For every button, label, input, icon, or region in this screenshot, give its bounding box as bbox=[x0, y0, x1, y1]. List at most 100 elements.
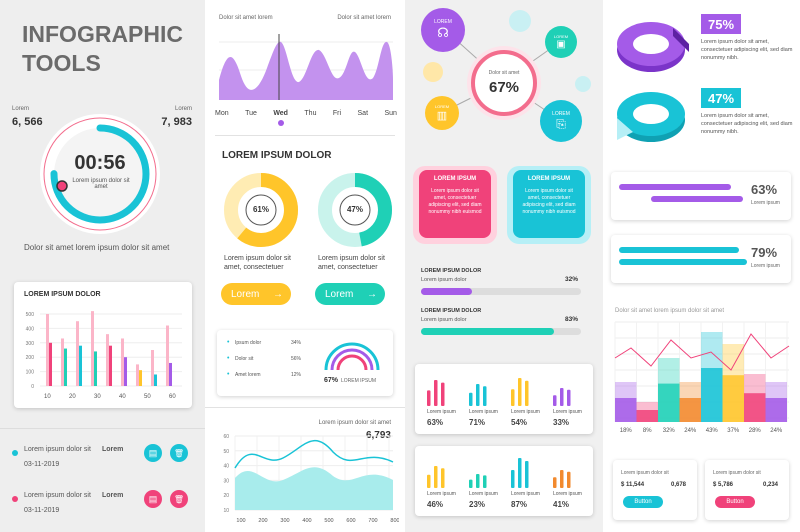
document-icon[interactable]: ▤ bbox=[144, 490, 162, 508]
bar bbox=[525, 461, 529, 488]
trash-icon[interactable]: 🗑 bbox=[170, 490, 188, 508]
ring-3d-purple bbox=[617, 22, 689, 72]
bullet-icon: • bbox=[227, 371, 230, 378]
weekday-label[interactable]: Sat bbox=[357, 110, 369, 117]
decor-bubble bbox=[423, 62, 443, 82]
ring-text-1: Lorem ipsum dolor sit amet, consectetuer… bbox=[701, 39, 793, 61]
document-icon[interactable]: ▤ bbox=[144, 444, 162, 462]
hub-node-3[interactable]: LOREM ▥ bbox=[425, 96, 459, 130]
stat-button-2[interactable]: Button bbox=[715, 496, 755, 508]
document-icon: ⎘ bbox=[556, 116, 566, 131]
hub-node-2[interactable]: LOREM ▣ bbox=[545, 26, 577, 58]
donut-button[interactable]: Lorem → bbox=[221, 283, 291, 305]
list-dot bbox=[12, 496, 18, 502]
bar-back bbox=[151, 350, 154, 386]
bar-back bbox=[46, 314, 49, 386]
timer-value: 00:56 bbox=[74, 152, 126, 174]
area-fill bbox=[235, 467, 393, 510]
progress-sub: Lorem ipsum dolor bbox=[421, 317, 467, 323]
x-tick-label: 100 bbox=[236, 518, 245, 524]
bar-group-chart-2 bbox=[427, 458, 571, 488]
donut-caption: Lorem ipsum dolor sit amet, consectetuer bbox=[318, 255, 385, 271]
weekday-label[interactable]: Tue bbox=[245, 110, 257, 117]
list-item-text: Lorem ipsum dolor sit bbox=[24, 492, 91, 499]
donut-chart bbox=[224, 173, 298, 247]
area-chart: 60 50 40 30 20 10 100 200 300 400 500 600 700 800 bbox=[223, 434, 399, 524]
bar-group-pct: 63% bbox=[427, 418, 444, 427]
divider bbox=[0, 428, 205, 429]
weekday-label[interactable]: Wed bbox=[273, 110, 288, 117]
stat-left-value: 6, 566 bbox=[12, 116, 43, 128]
donuts-title: LOREM IPSUM DOLOR bbox=[222, 150, 332, 161]
y-tick-label: 20 bbox=[223, 493, 229, 499]
bar-chart-icon: ▥ bbox=[436, 110, 448, 122]
bar-group-label: Lorem ipsum bbox=[469, 491, 498, 497]
cyan-info-box: LOREM IPSUM Lorem ipsum dolor sit amet, … bbox=[513, 170, 585, 238]
timer-caption: Lorem ipsum dolor sit amet bbox=[72, 178, 130, 190]
x-tick-label: 18% bbox=[620, 428, 633, 434]
bar bbox=[139, 370, 142, 386]
y-tick-label: 500 bbox=[26, 312, 35, 318]
x-tick-label: 50 bbox=[144, 394, 151, 400]
progress-track bbox=[421, 288, 581, 295]
progress-fill bbox=[421, 328, 554, 335]
x-tick-label: 300 bbox=[280, 518, 289, 524]
list-item-text: Lorem ipsum dolor sit bbox=[24, 446, 91, 453]
combo-bar bbox=[615, 398, 637, 422]
mini-row-pct: 12% bbox=[291, 372, 302, 378]
weekday-label[interactable]: Thu bbox=[304, 110, 317, 117]
divider bbox=[205, 407, 405, 408]
x-tick-label: 20 bbox=[69, 394, 76, 400]
hbar-2a bbox=[619, 247, 739, 253]
combo-chart-title: Dolor sit amet lorem ipsum dolor sit ame… bbox=[615, 308, 725, 314]
progress-pct: 32% bbox=[565, 276, 579, 283]
trash-icon[interactable]: 🗑 bbox=[170, 444, 188, 462]
stat-button-1[interactable]: Button bbox=[623, 496, 663, 508]
x-tick-label: 200 bbox=[258, 518, 267, 524]
y-tick-label: 50 bbox=[223, 449, 229, 455]
y-tick-label: 100 bbox=[26, 370, 35, 376]
combo-chart: 18% 8% 32% 24% 43% 37% 28% 24% bbox=[614, 321, 790, 434]
bar-back bbox=[61, 338, 64, 386]
bar-back bbox=[106, 334, 109, 386]
bar bbox=[109, 345, 112, 386]
bullet-icon: • bbox=[227, 355, 230, 362]
list-item-date: 03-11-2019 bbox=[24, 507, 60, 514]
hbar-1b bbox=[651, 196, 743, 202]
column-1: INFOGRAPHIC TOOLS Lorem 6, 566 Lorem 7, … bbox=[0, 0, 205, 532]
x-tick-label: 28% bbox=[749, 428, 762, 434]
x-tick-label: 500 bbox=[324, 518, 333, 524]
weekday-label[interactable]: Fri bbox=[332, 110, 342, 117]
weekday-label[interactable]: Mon bbox=[215, 110, 229, 117]
bar-group-label: Lorem ipsum bbox=[553, 491, 582, 497]
y-tick-label: 400 bbox=[26, 326, 35, 332]
hbar-2b bbox=[619, 259, 747, 265]
lock-icon: ▣ bbox=[556, 39, 566, 50]
pink-info-box: LOREM IPSUM Lorem ipsum dolor sit amet, … bbox=[419, 170, 491, 238]
x-tick-label: 43% bbox=[706, 428, 719, 434]
bar-group-label: Lorem ipsum bbox=[511, 409, 540, 415]
weekday-axis: Mon Tue Wed Thu Fri Sat Sun bbox=[215, 110, 397, 117]
arrow-right-icon: → bbox=[367, 288, 377, 300]
x-tick-label: 600 bbox=[346, 518, 355, 524]
area-line bbox=[234, 439, 394, 469]
hub-node-1[interactable]: LOREM ☊ bbox=[421, 8, 465, 52]
bar-chart-1: 500 400 300 200 100 0 10 20 30 40 50 60 bbox=[26, 311, 182, 400]
user-voice-icon: ☊ bbox=[437, 25, 449, 40]
combo-bar bbox=[636, 410, 658, 422]
bar bbox=[94, 351, 97, 386]
bar bbox=[427, 474, 431, 488]
donut-button[interactable]: Lorem → bbox=[315, 283, 385, 305]
column-2: Dolor sit amet lorem Dolor sit amet lore… bbox=[205, 0, 405, 532]
bar-back bbox=[91, 311, 94, 386]
list-dot bbox=[12, 450, 18, 456]
x-tick-label: 700 bbox=[368, 518, 377, 524]
weekday-label[interactable]: Sun bbox=[384, 110, 397, 117]
stat-right-value: 7, 983 bbox=[161, 116, 192, 128]
decor-bubble bbox=[509, 10, 531, 32]
bar bbox=[483, 386, 487, 406]
bar-group-pct: 46% bbox=[427, 500, 444, 509]
donut-caption: Lorem ipsum dolor sit amet, consectetuer bbox=[224, 255, 291, 271]
ring-pct-2: 47% bbox=[701, 88, 741, 108]
hub-node-4[interactable]: LOREM ⎘ bbox=[540, 100, 582, 142]
